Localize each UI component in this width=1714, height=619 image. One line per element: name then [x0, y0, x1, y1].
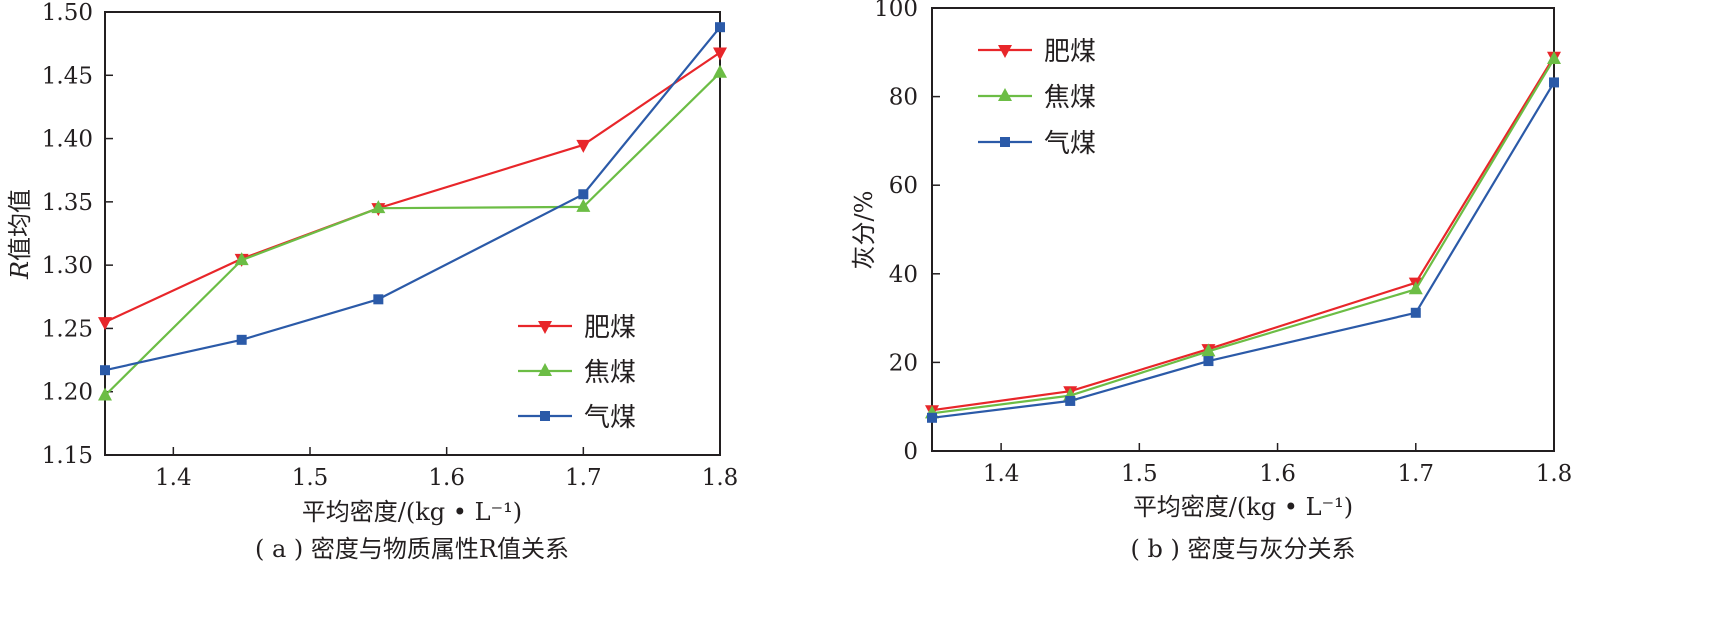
chart-a-plot-frame — [104, 11, 721, 456]
chart-a-legend-label: 气煤 — [584, 403, 636, 433]
chart-a-x-tick-label: 1.4 — [155, 465, 192, 491]
chart-a-y-tick-label: 1.15 — [42, 443, 93, 469]
chart-b-caption: ( b ) 密度与灰分关系 — [1131, 535, 1356, 563]
chart-b-y-axis-label: 灰分/% — [850, 191, 878, 270]
chart-a-legend-label: 肥煤 — [584, 313, 636, 343]
chart-a-data-point — [373, 294, 384, 305]
chart-a-data-point — [234, 252, 249, 266]
chart-a-y-tick-label: 1.45 — [42, 63, 93, 89]
chart-a-y-tick-label: 1.25 — [42, 316, 93, 342]
chart-a-legend-label: 焦煤 — [584, 358, 636, 388]
chart-a-x-tick-label: 1.6 — [428, 465, 465, 491]
chart-a-data-point — [236, 334, 247, 345]
chart-a-y-tick-label: 1.35 — [42, 190, 93, 216]
chart-a-x-tick-label: 1.8 — [702, 465, 739, 491]
chart-a-data-point — [715, 22, 725, 33]
chart-a-series-line-1 — [104, 72, 721, 397]
chart-a-x-tick-label: 1.7 — [565, 465, 602, 491]
chart-a-y-tick-label: 1.20 — [42, 380, 93, 406]
chart-b-series-line-2 — [931, 81, 1555, 419]
chart-b-legend-label: 焦煤 — [1044, 83, 1096, 113]
chart-a: 1.4 1.5 1.6 1.7 1.8 1.15 1.20 1.25 1.30 1.35 1.40 1… — [6, 0, 738, 563]
chart-b-data-point — [1203, 356, 1214, 367]
chart-b-data-point — [1201, 343, 1216, 357]
chart-a-data-point — [576, 198, 591, 212]
chart-b-data-point — [1408, 281, 1423, 295]
chart-a-legend-marker — [538, 363, 552, 376]
chart-a-caption: ( a ) 密度与物质属性R值关系 — [255, 535, 569, 563]
chart-a-y-axis-label-rest: 值均值 — [6, 189, 34, 261]
chart-b-legend-marker — [1000, 137, 1010, 147]
chart-a-data-point — [578, 189, 589, 200]
chart-b-y-tick-label: 40 — [889, 262, 918, 288]
chart-b-x-tick-label: 1.4 — [983, 461, 1020, 487]
chart-b-x-tick-label: 1.6 — [1259, 461, 1296, 487]
chart-b-data-point — [1065, 395, 1076, 406]
chart-a-data-point — [100, 365, 110, 376]
chart-b-data-point — [927, 412, 937, 423]
chart-a-series-layer — [98, 22, 727, 401]
chart-a-legend-marker — [538, 321, 552, 334]
chart-b-series-line-0 — [931, 56, 1555, 412]
chart-b-data-point — [1549, 77, 1559, 88]
chart-b-legend-marker — [998, 45, 1012, 58]
chart-a-data-point — [98, 387, 112, 401]
chart-b-y-tick-label: 0 — [903, 439, 918, 465]
chart-b-legend-label: 气煤 — [1044, 129, 1096, 159]
chart-b-data-point — [1547, 50, 1561, 64]
chart-b-x-tick-label: 1.7 — [1397, 461, 1434, 487]
chart-b-legend-label: 肥煤 — [1044, 37, 1096, 67]
chart-a-legend-marker — [540, 411, 550, 421]
chart-a-data-point — [371, 200, 386, 214]
chart-a-x-tick-label: 1.5 — [292, 465, 329, 491]
chart-b-data-point — [1410, 307, 1421, 318]
chart-b-y-tick-label: 80 — [889, 85, 918, 111]
chart-b-series-layer — [925, 50, 1561, 423]
chart-a-data-point — [713, 64, 727, 78]
chart-b-plot-frame — [931, 7, 1555, 452]
chart-b-y-tick-label: 20 — [889, 350, 918, 376]
chart-b-y-tick-label: 100 — [874, 0, 918, 22]
chart-a-y-tick-label: 1.50 — [42, 0, 93, 26]
chart-b-x-axis-label: 平均密度/(kg • L⁻¹) — [1133, 493, 1353, 521]
chart-a-x-axis-label: 平均密度/(kg • L⁻¹) — [302, 498, 522, 526]
chart-a-y-axis-label-italic: R — [6, 261, 34, 280]
chart-a-data-point — [576, 139, 591, 153]
chart-a-data-point — [713, 47, 727, 61]
chart-b-x-tick-label: 1.5 — [1121, 461, 1158, 487]
chart-a-data-point — [98, 317, 112, 331]
chart-a-y-tick-label: 1.40 — [42, 127, 93, 153]
chart-a-y-axis-label: R值均值 — [6, 189, 34, 280]
chart-b-y-tick-label: 60 — [889, 173, 918, 199]
chart-b-x-tick-label: 1.8 — [1536, 461, 1573, 487]
chart-b-legend-marker — [998, 88, 1012, 101]
chart-a-y-tick-label: 1.30 — [42, 253, 93, 279]
